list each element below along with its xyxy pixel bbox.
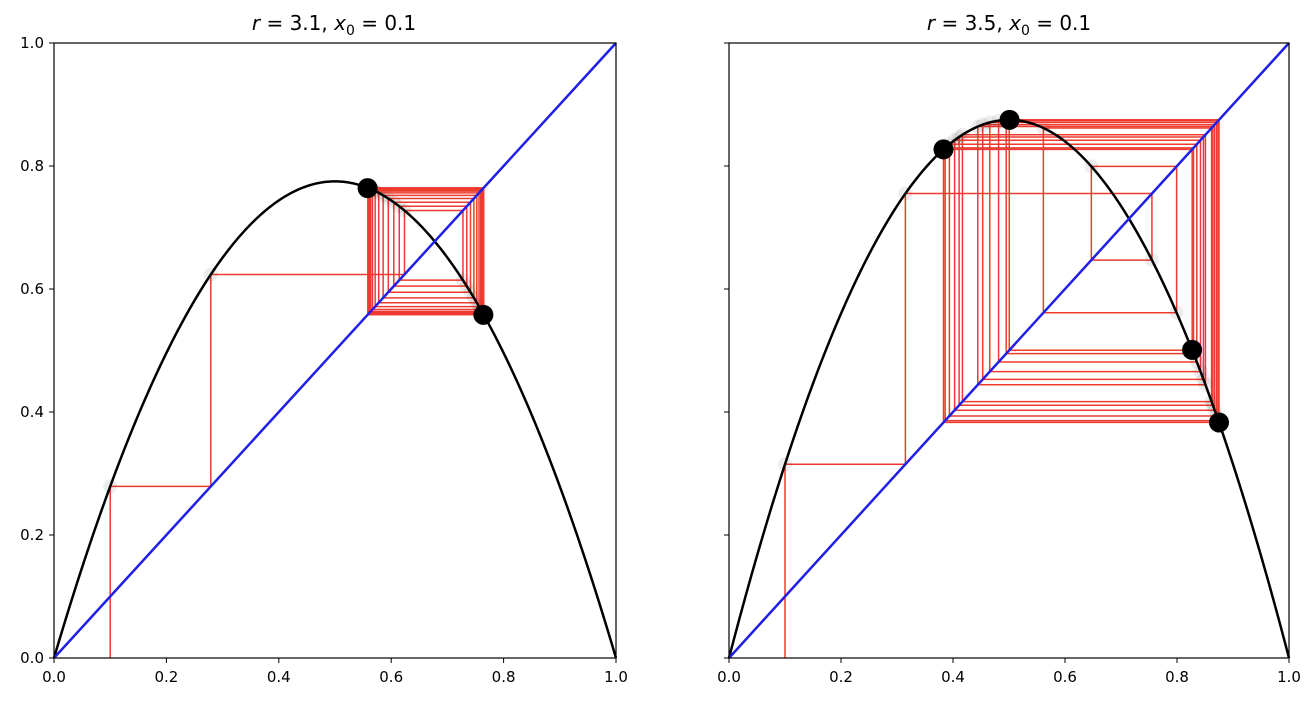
x-tick-label: 1.0 (604, 668, 628, 686)
x-tick-label: 0.6 (379, 668, 403, 686)
right-plot-area: 0.0 0.2 0.4 0.6 0.8 1.0 (717, 42, 1301, 686)
x-tick-label: 0.8 (492, 668, 516, 686)
left-plot-area: 0.0 0.2 0.4 0.6 0.8 1.0 0.0 0.2 0.4 0.6 0.8 1.0 (20, 34, 628, 686)
logistic-map-curve (52, 180, 618, 659)
y-tick-label: 0.6 (20, 280, 44, 298)
x-tick-label: 0.2 (829, 668, 853, 686)
y-tick-label: 0.4 (20, 403, 44, 421)
y-tick-label: 0.8 (20, 157, 44, 175)
attractor-point (473, 304, 494, 325)
right-axes-frame (728, 42, 1290, 659)
x-tick-label: 0.8 (1165, 668, 1189, 686)
x-tick-label: 0.0 (42, 668, 66, 686)
attractor-point (1182, 339, 1203, 360)
left-axes-frame (53, 42, 617, 659)
x-tick-label: 0.4 (267, 668, 291, 686)
x-tick-label: 0.2 (154, 668, 178, 686)
subplot-left: r = 3.1, x0 = 0.1 0.0 0.2 0.4 0.6 0.8 1.00.00… (20, 11, 628, 686)
attractor-point (999, 109, 1020, 130)
x-tick-label: 0.4 (941, 668, 965, 686)
x-tick-label: 0.0 (717, 668, 741, 686)
subplot-right: r = 3.5, x0 = 0.1 0.0 0.2 0.4 0.6 0.8 1.0 (717, 11, 1301, 686)
diagonal-line (728, 42, 1290, 659)
left-plot-title: r = 3.1, x0 = 0.1 (252, 11, 416, 39)
x-tick-label: 0.6 (1053, 668, 1077, 686)
y-tick-label: 0.2 (20, 526, 44, 544)
right-plot-title: r = 3.5, x0 = 0.1 (927, 11, 1091, 39)
attractor-point (1209, 412, 1229, 433)
x-tick-label: 1.0 (1277, 668, 1301, 686)
attractor-point (357, 178, 378, 199)
diagonal-line (53, 42, 617, 659)
attractor-point (933, 139, 954, 160)
y-tick-label: 1.0 (20, 34, 44, 52)
y-tick-label: 0.0 (20, 649, 44, 667)
